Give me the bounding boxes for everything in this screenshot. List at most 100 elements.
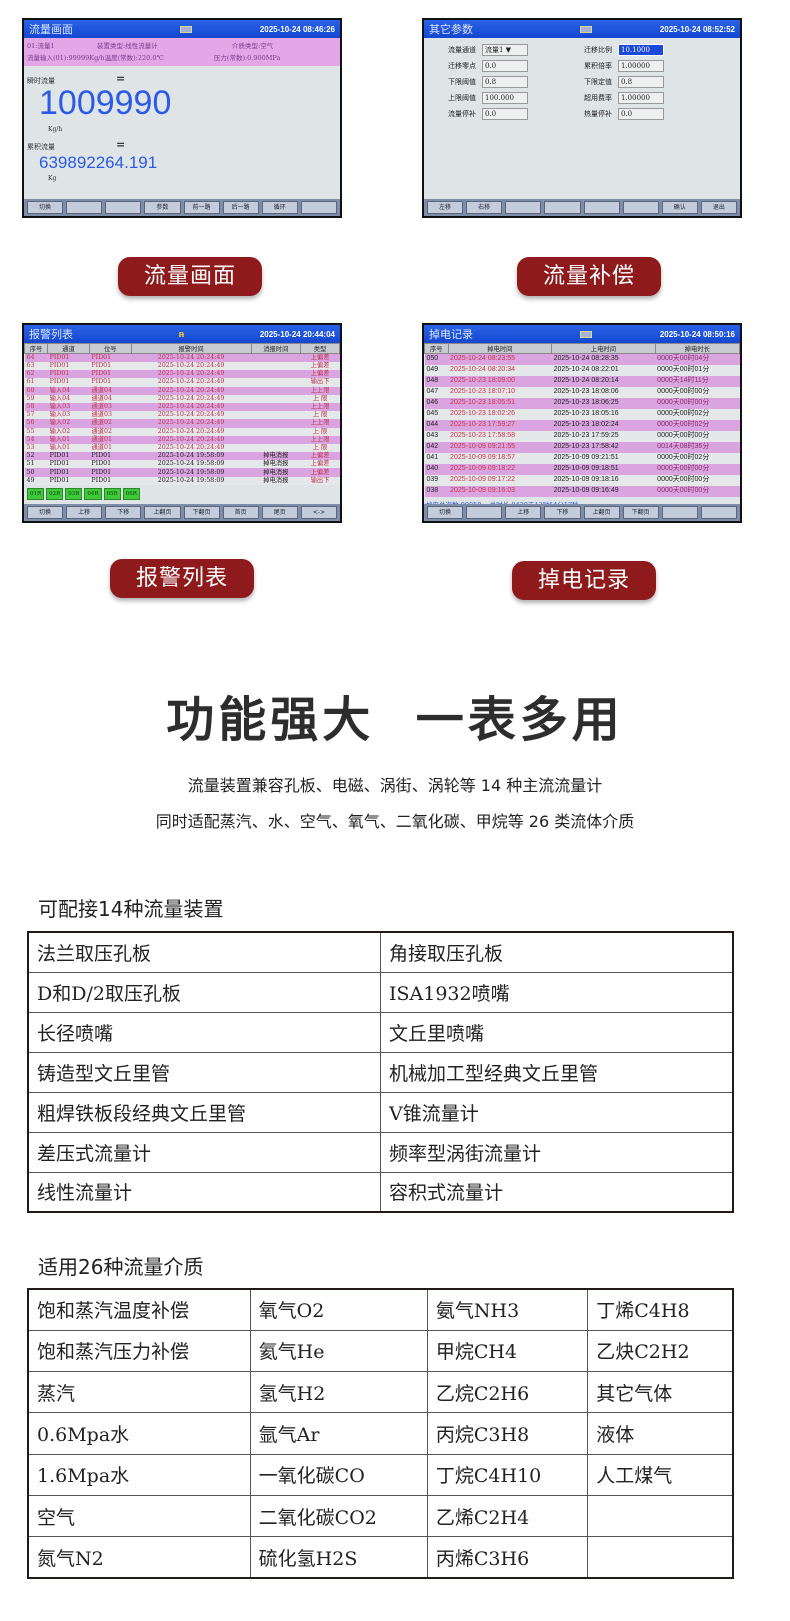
param-field: 迁移比例 10.1000 — [584, 44, 720, 56]
table-row[interactable]: 56 输入02 通道02 2025-10-24 20:24:49 上上限 — [24, 419, 340, 428]
table-row[interactable]: 040 2025-10-09 09:18:22 2025-10-09 09:18:5… — [424, 463, 740, 475]
table-cell: 0000天00时00分 — [655, 386, 740, 398]
table-cell: 52 — [24, 452, 48, 461]
table-row[interactable]: 039 2025-10-09 09:17:22 2025-10-09 09:18:1… — [424, 474, 740, 486]
softkey-button[interactable]: 下移 — [544, 506, 581, 519]
table-cell: PID01 — [89, 378, 132, 387]
table-cell: 上 限 — [300, 394, 340, 403]
table-row[interactable]: 043 2025-10-23 17:58:58 2025-10-23 17:59:2… — [424, 430, 740, 442]
table-row[interactable]: 54 输入01 通道01 2025-10-24 20:24:49 上上限 — [24, 435, 340, 444]
table-row[interactable]: 046 2025-10-23 18:05:51 2025-10-23 18:06:2… — [424, 397, 740, 409]
param-input[interactable]: 0.0 — [482, 108, 528, 120]
table-cell: 2025-10-23 17:58:42 — [551, 441, 656, 453]
table-cell: 硫化氢H2S — [249, 1536, 428, 1579]
table-cell: 62 — [24, 370, 48, 379]
table-row[interactable]: 64 PID01 PID01 2025-10-24 20:24:49 上偏差 — [24, 353, 340, 362]
total-unit: Kg — [48, 175, 57, 182]
alarm-screen: 报警列表 ᵰ 2025-10-24 20:44:04 序号 通道 位号 报警时间 消报时间类… — [22, 323, 342, 523]
param-input[interactable]: 流量1 ▼ — [482, 44, 528, 56]
param-input[interactable]: 1.00000 — [618, 60, 664, 72]
subtitle-1: 流量装置兼容孔板、电磁、涡街、涡轮等 14 种主流流量计 — [187, 776, 603, 795]
softkey-button[interactable]: 上翻页 — [144, 506, 181, 519]
param-input[interactable]: 1.00000 — [618, 92, 664, 104]
softkey-button[interactable]: 退出 — [700, 201, 737, 214]
table-cell: 上偏差 — [300, 370, 340, 379]
softkey-button[interactable]: 右移 — [466, 201, 503, 214]
softkey-button[interactable]: 循环 — [261, 201, 298, 214]
softkey-button[interactable]: 下翻页 — [183, 506, 220, 519]
param-input[interactable]: 0.0 — [482, 60, 528, 72]
table-cell: 63 — [24, 362, 48, 371]
softkey-button[interactable]: 下翻页 — [622, 506, 659, 519]
softkey-button[interactable] — [622, 201, 659, 214]
table-cell: 铸造型文丘里管 — [27, 1051, 381, 1093]
table-row[interactable]: 50 PID01 PID01 2025-10-24 19:58:09 掉电消报 上偏差 — [24, 468, 340, 477]
table-cell: 氧气O2 — [249, 1288, 428, 1331]
devices-table: 法兰取压孔板 角接取压孔板 D和D/2取压孔板 ISA1932喷嘴 长径喷嘴 文丘里喷嘴铸… — [27, 931, 734, 1213]
table-row[interactable]: 53 输入01 通道01 2025-10-24 20:24:49 上 限 — [24, 443, 340, 453]
softkey-button[interactable] — [661, 506, 698, 519]
softkey-button[interactable] — [466, 506, 503, 519]
softkey-button[interactable]: 左移 — [427, 201, 464, 214]
table-row[interactable]: 042 2025-10-09 09:21:55 2025-10-23 17:58:4… — [424, 441, 740, 453]
softkey-button[interactable]: 上移 — [505, 506, 542, 519]
param-input[interactable]: 0.8 — [618, 76, 664, 88]
table-cell: 57 — [24, 411, 48, 420]
softkey-button[interactable]: 切换 — [27, 201, 64, 214]
table-row[interactable]: 61 PID01 PID01 2025-10-24 20:24:49 输出下 — [24, 378, 340, 387]
table-row[interactable]: 044 2025-10-23 17:59:27 2025-10-23 18:02:2… — [424, 419, 740, 431]
param-field: 流量停补 0.0 — [448, 108, 584, 120]
softkey-button[interactable]: 切换 — [427, 506, 464, 519]
table-row[interactable]: 59 输入04 通道04 2025-10-24 20:24:49 上 限 — [24, 394, 340, 403]
table-cell: 2025-10-09 09:18:22 — [448, 463, 552, 475]
softkey-button[interactable] — [505, 201, 542, 214]
softkey-button[interactable] — [300, 201, 337, 214]
table-cell: 2025-10-23 18:08:06 — [551, 386, 656, 398]
softkey-button[interactable] — [544, 201, 581, 214]
title-bar: 流量画面 2025-10-24 08:46:26 — [24, 20, 340, 38]
keyboard-icon — [580, 25, 593, 33]
table-cell: 046 — [424, 397, 449, 409]
table-row[interactable]: 041 2025-10-09 09:18:57 2025-10-09 09:21:5… — [424, 452, 740, 464]
table-row[interactable]: 050 2025-10-24 08:23:55 2025-10-24 08:28:3… — [424, 353, 740, 365]
table-row[interactable]: 60 输入04 通道04 2025-10-24 20:24:49 上上限 — [24, 386, 340, 395]
header-row: 序号 掉电时间 上电时间 掉电时长 — [424, 343, 740, 354]
softkey-button[interactable]: 首页 — [222, 506, 259, 519]
softkey-button[interactable] — [700, 506, 737, 519]
table-cell — [251, 353, 301, 362]
softkey-button[interactable]: 上移 — [66, 506, 103, 519]
softkey-button[interactable] — [66, 201, 103, 214]
table-row[interactable]: 57 输入03 通道03 2025-10-24 20:24:49 上 限 — [24, 411, 340, 420]
table-row[interactable]: 51 PID01 PID01 2025-10-24 19:58:09 掉电消报 上偏差 — [24, 460, 340, 469]
softkey-button[interactable]: 尾页 — [261, 506, 298, 519]
softkey-button[interactable]: 确认 — [661, 201, 698, 214]
param-input[interactable]: 100.000 — [482, 92, 528, 104]
softkey-button[interactable]: 上翻页 — [583, 506, 620, 519]
softkey-button[interactable]: 后一路 — [222, 201, 259, 214]
table-row[interactable]: 047 2025-10-23 18:07:10 2025-10-23 18:08:0… — [424, 386, 740, 398]
param-input[interactable]: 0.8 — [482, 76, 528, 88]
softkey-button[interactable]: 参数 — [144, 201, 181, 214]
softkey-button[interactable] — [105, 201, 142, 214]
table-row[interactable]: 52 PID01 PID01 2025-10-24 19:58:09 掉电消报 上偏差 — [24, 452, 340, 461]
table-row[interactable]: 49 PID01 PID01 2025-10-24 19:58:09 掉电消报 输出下 — [24, 476, 340, 485]
table-cell: 蒸汽 — [27, 1371, 251, 1414]
table-row[interactable]: 63 PID01 PID01 2025-10-24 20:24:49 上偏差 — [24, 362, 340, 371]
table-row[interactable]: 049 2025-10-24 08:20:34 2025-10-24 08:22:0… — [424, 364, 740, 376]
softkey-button[interactable]: 下移 — [105, 506, 142, 519]
softkey-button[interactable]: 切换 — [27, 506, 64, 519]
table-row[interactable]: 038 2025-10-09 09:16:03 2025-10-09 09:16:4… — [424, 485, 740, 497]
relay-badge: 06R — [122, 488, 140, 500]
param-input[interactable]: 0.0 — [618, 108, 664, 120]
softkey-button[interactable]: 前一路 — [183, 201, 220, 214]
param-input[interactable]: 10.1000 — [618, 44, 664, 56]
table-cell: 通道01 — [89, 443, 132, 453]
table-row[interactable]: 55 输入02 通道02 2025-10-24 20:24:49 上 限 — [24, 427, 340, 436]
table-row[interactable]: 58 输入03 通道03 2025-10-24 20:24:49 上上限 — [24, 402, 340, 412]
title-bar: 其它参数 2025-10-24 08:52:52 — [424, 20, 740, 38]
table-row[interactable]: 048 2025-10-23 18:09:00 2025-10-24 08:20:1… — [424, 375, 740, 387]
table-row[interactable]: 045 2025-10-23 18:02:26 2025-10-23 18:05:1… — [424, 408, 740, 420]
table-row[interactable]: 62 PID01 PID01 2025-10-24 20:24:49 上偏差 — [24, 370, 340, 379]
softkey-button[interactable]: <-> — [300, 506, 337, 519]
softkey-button[interactable] — [583, 201, 620, 214]
